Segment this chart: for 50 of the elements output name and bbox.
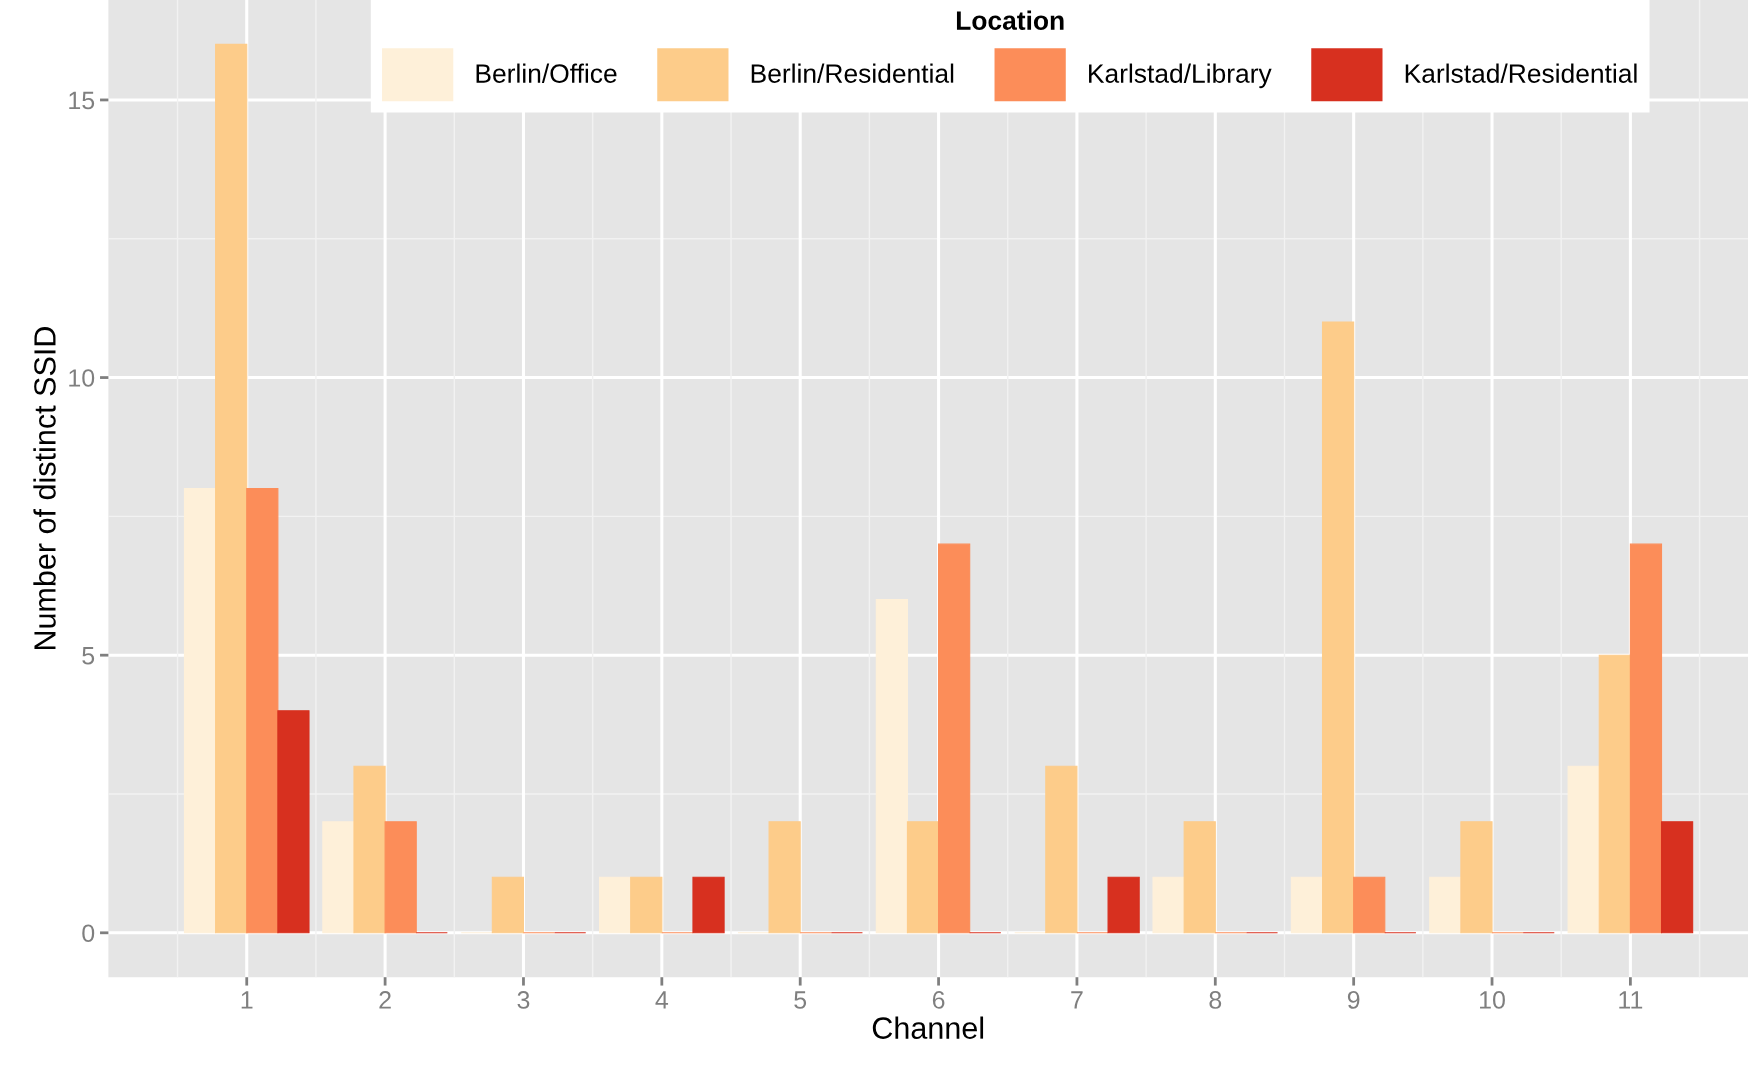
bar [384, 821, 417, 934]
legend-label: Berlin/Office [476, 63, 617, 83]
legend-label: Berlin/Residential [751, 63, 954, 83]
x-tick-label: 7 [1071, 991, 1083, 1009]
bar [246, 488, 279, 934]
y-tick-label: 5 [82, 647, 95, 665]
x-axis-title: Channel [872, 1016, 984, 1039]
bar [277, 710, 310, 934]
bar [768, 821, 801, 934]
bar [1629, 543, 1663, 934]
bar [875, 599, 908, 934]
bar [1321, 321, 1355, 934]
x-tick-label: 1 [241, 991, 253, 1009]
bar [1107, 876, 1140, 934]
bar [692, 876, 725, 934]
y-axis-title: Number of distinct SSID [33, 327, 56, 650]
x-tick-label: 6 [932, 991, 945, 1009]
x-tick-label: 9 [1347, 991, 1360, 1009]
bar [1460, 821, 1493, 934]
y-tick-label: 10 [69, 369, 95, 387]
bar [1290, 876, 1324, 934]
bar [1353, 876, 1386, 934]
bar [1660, 821, 1694, 934]
bar [353, 765, 386, 934]
legend-title: Location [956, 10, 1064, 30]
bar [938, 543, 971, 934]
bar [1598, 654, 1631, 934]
bar [630, 876, 663, 934]
x-tick-label: 2 [379, 991, 391, 1009]
y-tick-label: 0 [82, 924, 95, 943]
x-tick-label: 3 [517, 991, 530, 1009]
bar [322, 821, 355, 934]
bar [1429, 876, 1462, 934]
bar [599, 876, 632, 934]
x-tick-label: 4 [655, 991, 669, 1009]
bar [215, 43, 248, 934]
legend-label: Karlstad/Library [1089, 63, 1272, 89]
y-tick-label: 15 [69, 91, 95, 110]
bar [1152, 876, 1185, 934]
bar [183, 488, 217, 934]
bar [1045, 765, 1078, 934]
bar [491, 876, 525, 934]
x-tick-label: 11 [1619, 991, 1643, 1009]
x-tick-label: 10 [1480, 991, 1505, 1009]
x-tick-label: 8 [1209, 991, 1222, 1009]
legend-label: Karlstad/Residential [1405, 63, 1637, 83]
bar [906, 821, 940, 934]
x-tick-label: 5 [794, 991, 807, 1009]
bar [1183, 821, 1216, 934]
bar [1567, 765, 1600, 934]
